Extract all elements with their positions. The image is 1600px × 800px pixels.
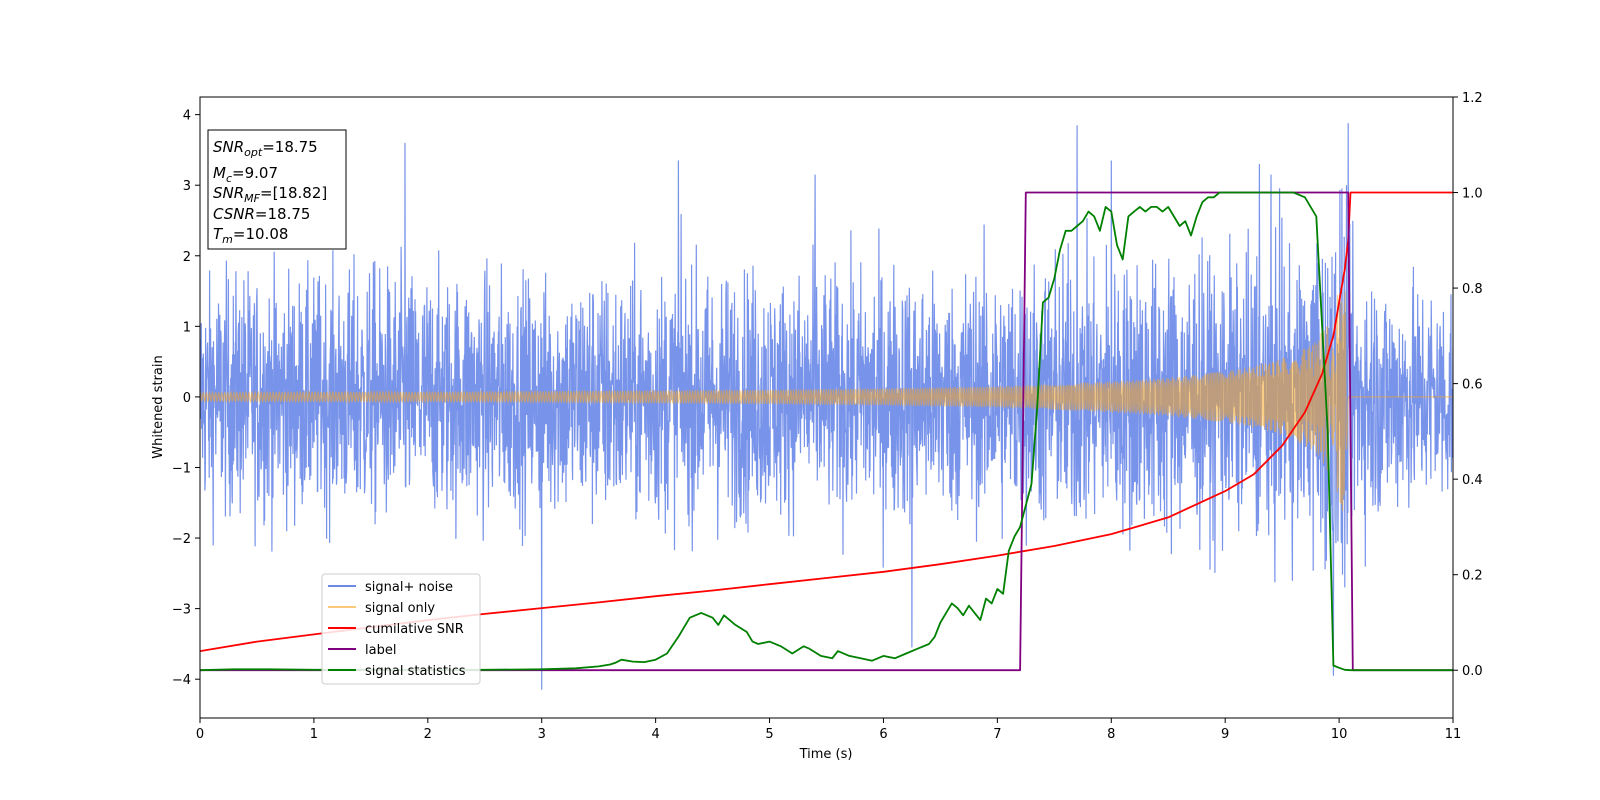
- y-tick-label: 1: [183, 320, 191, 335]
- x-axis-title: Time (s): [799, 747, 853, 762]
- y2-tick-label: 1.2: [1462, 91, 1483, 106]
- y2-tick-label: 0.6: [1462, 378, 1483, 393]
- annotation-mc: Mc=9.07: [213, 164, 278, 185]
- y2-tick-label: 0.0: [1462, 664, 1483, 679]
- annotation-snr-mf: SNRMF=[18.82]: [213, 184, 327, 205]
- x-tick-label: 4: [651, 727, 659, 742]
- y-tick-label: −2: [172, 532, 191, 547]
- x-tick-label: 3: [538, 727, 546, 742]
- legend: signal+ noise signal only cumilative SNR…: [321, 573, 481, 685]
- y2-tick-label: 0.2: [1462, 569, 1483, 584]
- x-tick-label: 8: [1107, 727, 1115, 742]
- y-tick-label: −4: [172, 673, 191, 688]
- plot-frame: [199, 96, 1454, 719]
- annotation-snr-opt: SNRopt=18.75: [213, 138, 318, 159]
- x-axis: 0 1 2 3 4 5 6 7 8 9 10 11: [196, 718, 1461, 742]
- x-tick-label: 2: [424, 727, 432, 742]
- x-tick-label: 7: [993, 727, 1001, 742]
- legend-label-cumulative-snr: cumilative SNR: [365, 622, 464, 637]
- y-tick-label: 0: [183, 391, 191, 406]
- y-tick-label: 3: [183, 179, 191, 194]
- series-signal-noise: [200, 123, 1453, 690]
- annotation-frame: [207, 129, 347, 250]
- x-tick-label: 0: [196, 727, 204, 742]
- x-tick-label: 6: [879, 727, 887, 742]
- y-axis-right: 1.2 1.0 0.8 0.6 0.4 0.2 0.0: [1453, 91, 1483, 679]
- x-tick-label: 5: [765, 727, 773, 742]
- y2-tick-label: 0.4: [1462, 473, 1483, 488]
- legend-label-signal-noise: signal+ noise: [365, 580, 453, 595]
- legend-label-signal-statistics: signal statistics: [365, 664, 466, 679]
- annotation-csnr: CSNR=18.75: [213, 205, 310, 223]
- legend-label-signal-only: signal only: [365, 601, 435, 616]
- y-axis-title: Whitened strain: [151, 355, 166, 458]
- x-tick-label: 1: [310, 727, 318, 742]
- series-signal-only: [200, 291, 1453, 511]
- annotation-box: SNRopt=18.75 Mc=9.07 SNRMF=[18.82] CSNR=…: [207, 129, 347, 250]
- series-signal-statistics: [200, 191, 1453, 672]
- legend-frame: [321, 573, 481, 685]
- y-tick-label: 4: [183, 109, 191, 124]
- y2-tick-label: 0.8: [1462, 282, 1483, 297]
- y-axis-left: 4 3 2 1 0 −1 −2 −3 −4: [172, 109, 200, 688]
- x-tick-label: 9: [1221, 727, 1229, 742]
- y-tick-label: −1: [172, 461, 191, 476]
- y2-tick-label: 1.0: [1462, 187, 1483, 202]
- annotation-tm: Tm=10.08: [213, 225, 288, 246]
- legend-label-label: label: [365, 643, 396, 658]
- x-tick-label: 11: [1445, 727, 1462, 742]
- y-tick-label: 2: [183, 250, 191, 265]
- y-tick-label: −3: [172, 603, 191, 618]
- x-tick-label: 10: [1331, 727, 1348, 742]
